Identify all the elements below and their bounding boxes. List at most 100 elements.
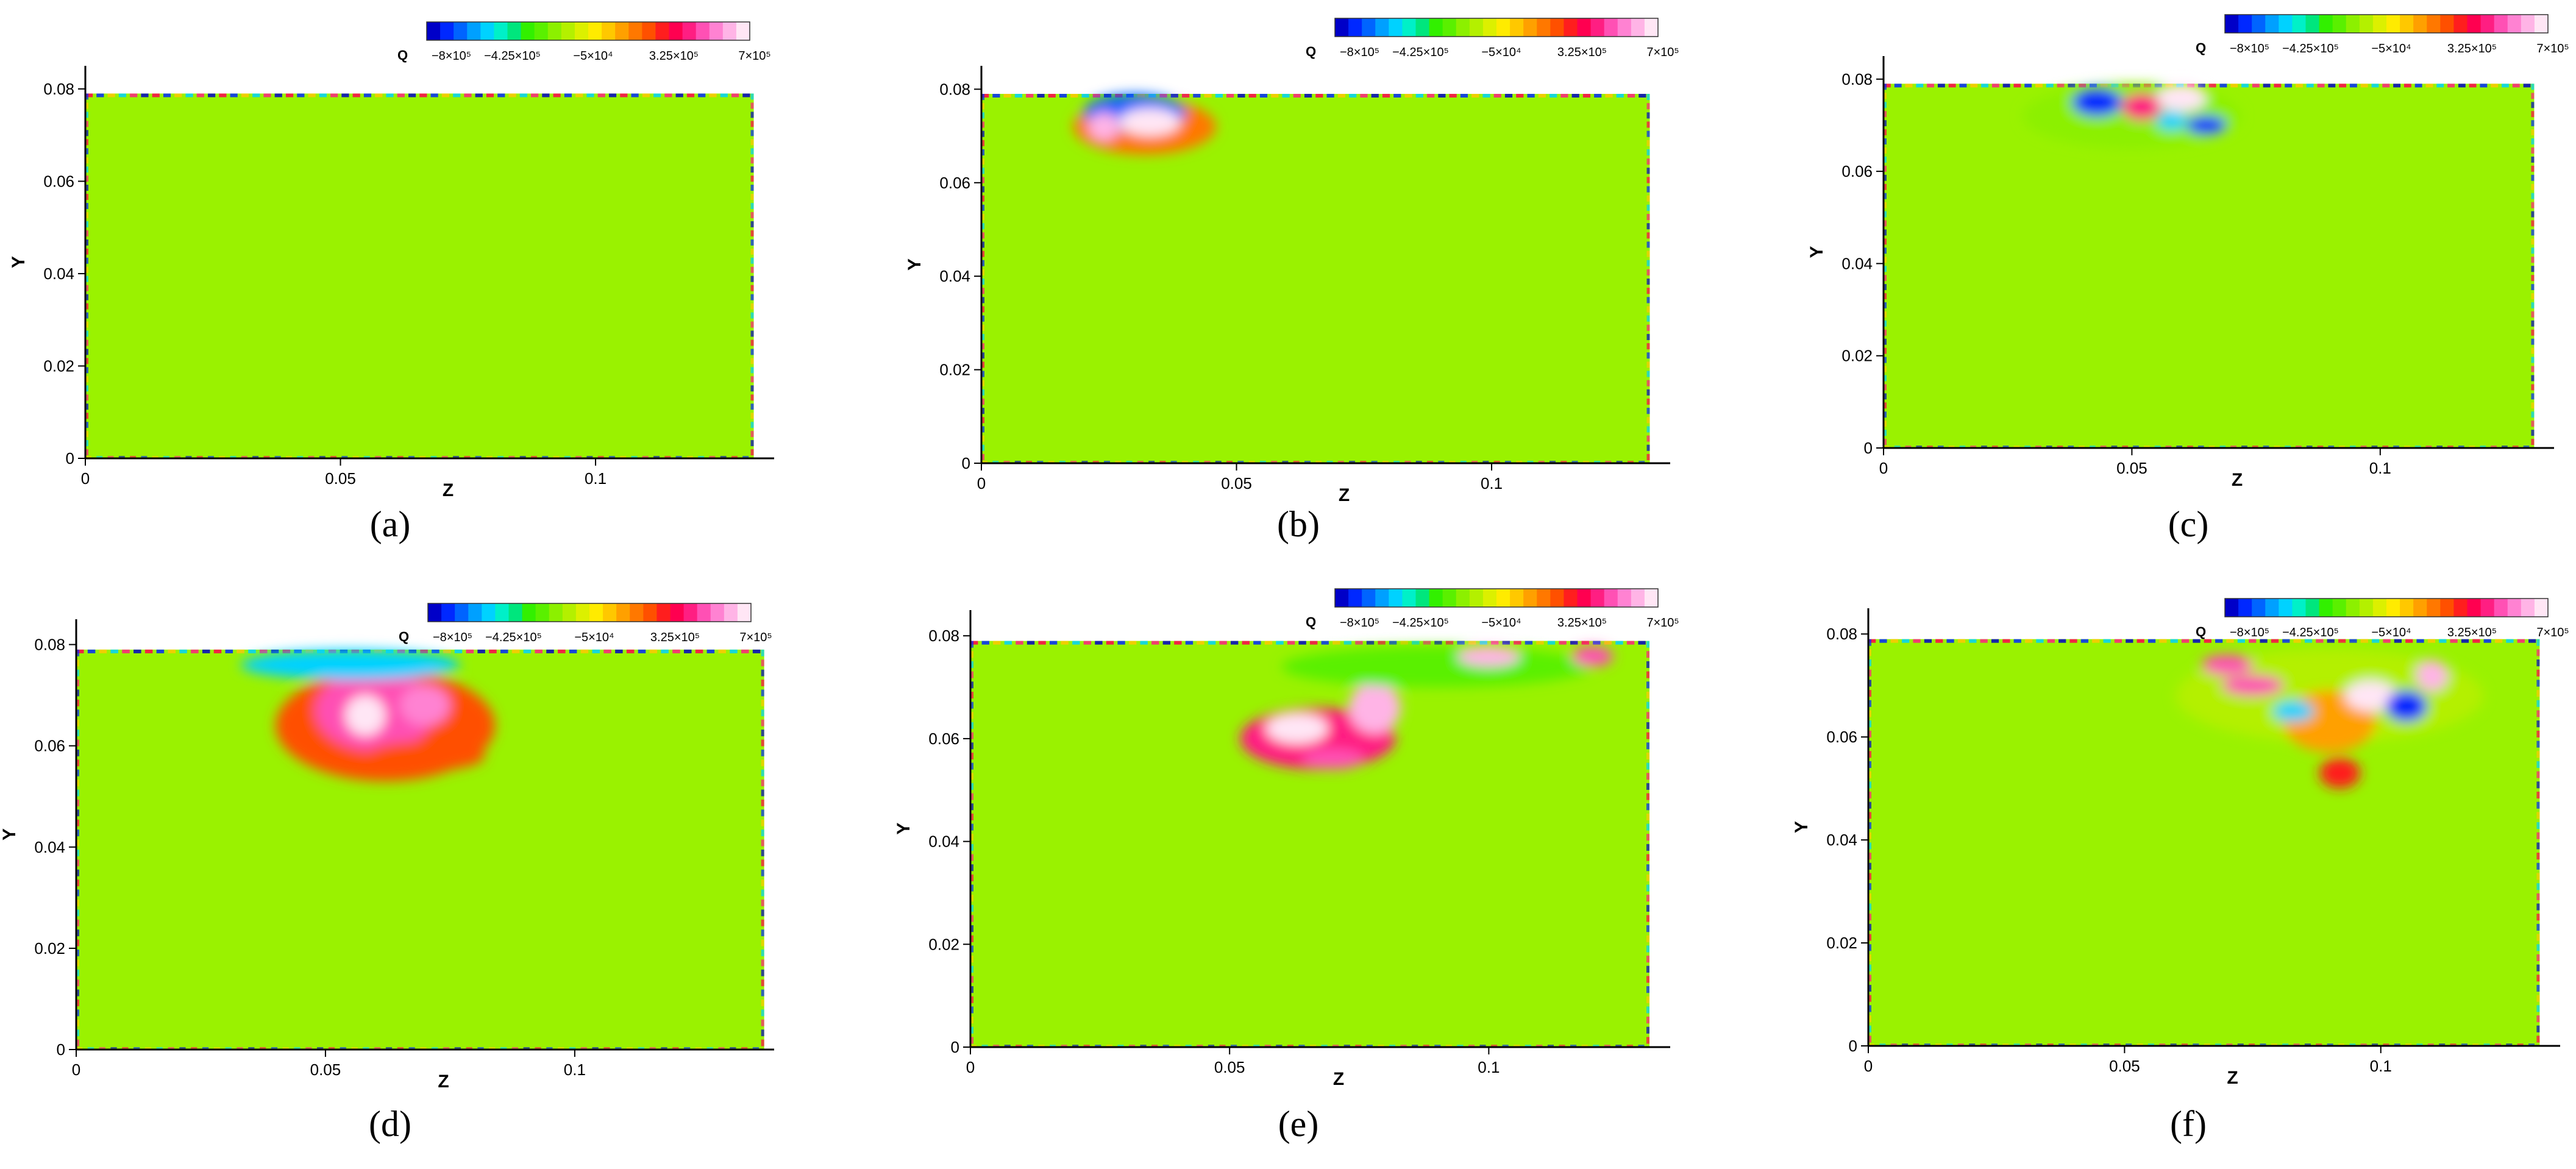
axes: 0 0.05 0.1 0 0.02 0.04 0.06 0.08 Z Y — [9, 66, 774, 500]
y-axis-label: Y — [905, 258, 925, 271]
y-axis-label: Y — [0, 828, 20, 840]
vortex-blob — [2201, 655, 2253, 675]
axes: 0 0.05 0.1 0 0.02 0.04 0.06 0.08 Z Y — [0, 619, 774, 1092]
contour-field — [981, 94, 1650, 463]
colorbar-tick-label: −4.25×10⁵ — [484, 49, 541, 63]
panel-e: 0 0.05 0.1 0 0.02 0.04 0.06 0.08 Z Y Q −8×10⁵ −4.25×… — [859, 583, 1719, 1166]
colorbar-tick-label: 3.25×10⁵ — [1557, 46, 1607, 59]
colorbar-tick-label: −4.25×10⁵ — [1392, 616, 1449, 630]
colorbar-swatch — [562, 603, 577, 622]
y-tick-label: 0.06 — [928, 730, 959, 748]
y-tick-label: 0 — [951, 1038, 959, 1056]
colorbar-swatch — [630, 603, 644, 622]
colorbar-swatch — [1537, 18, 1551, 37]
colorbar-swatch — [2440, 15, 2454, 33]
colorbar-swatch — [1335, 589, 1349, 607]
colorbar-swatch — [521, 22, 535, 40]
x-tick-label: 0 — [966, 1058, 975, 1076]
colorbar-swatch — [1604, 18, 1618, 37]
y-tick-label: 0.08 — [928, 627, 959, 645]
vortex-blob — [2386, 691, 2427, 722]
colorbar-swatch — [2305, 15, 2320, 33]
colorbar-swatch — [1456, 589, 1470, 607]
vortex-structures — [1240, 646, 1614, 770]
x-axis-label: Z — [2227, 1068, 2238, 1088]
colorbar-swatch — [2359, 15, 2374, 33]
y-tick-label: 0.06 — [34, 737, 65, 755]
colorbar-swatch — [482, 603, 496, 622]
y-tick-label: 0.04 — [1826, 831, 1857, 849]
x-tick-label: 0.1 — [1478, 1058, 1500, 1076]
colorbar-swatch — [2279, 599, 2293, 617]
colorbar-tick-label: 3.25×10⁵ — [2447, 42, 2497, 55]
vortex-blob — [2273, 701, 2314, 722]
colorbar-swatch — [736, 22, 750, 40]
colorbar-swatch — [1590, 589, 1605, 607]
colorbar: Q −8×10⁵ −4.25×10⁵ −5×10⁴ 3.25×10⁵ 7×10⁵ — [399, 603, 772, 644]
vortex-blob — [1281, 646, 1593, 688]
axes: 0 0.05 0.1 0 0.02 0.04 0.06 0.08 Z Y — [894, 610, 1670, 1089]
colorbar-swatch — [1456, 18, 1470, 37]
x-tick-label: 0 — [81, 469, 90, 488]
colorbar-swatch — [2494, 599, 2508, 617]
colorbar-swatch — [1564, 18, 1578, 37]
panel-f: 0 0.05 0.1 0 0.02 0.04 0.06 0.08 Z Y Q −8×10⁵ −4.25×… — [1719, 583, 2576, 1166]
contour-field — [1884, 84, 2535, 448]
y-tick-label: 0.04 — [43, 265, 74, 283]
colorbar-tick-label: −5×10⁴ — [573, 49, 613, 63]
x-tick-label: 0 — [977, 474, 986, 492]
colorbar-swatch — [2467, 15, 2482, 33]
x-tick-label: 0.05 — [1214, 1058, 1245, 1076]
colorbar-frame — [1334, 18, 1659, 37]
colorbar-swatch — [710, 603, 725, 622]
x-tick-label: 0.1 — [2369, 459, 2391, 477]
y-tick-label: 0.04 — [928, 833, 959, 851]
colorbar-swatch — [1442, 589, 1457, 607]
colorbar-tick-label: −4.25×10⁵ — [485, 631, 542, 644]
colorbar-swatch — [1617, 589, 1632, 607]
y-tick-label: 0 — [57, 1040, 65, 1059]
y-tick-label: 0.06 — [43, 172, 74, 190]
colorbar-swatch — [2534, 15, 2549, 33]
vortex-blob — [2344, 680, 2396, 711]
colorbar-swatch — [2507, 599, 2522, 617]
colorbar-swatch — [656, 603, 671, 622]
colorbar-swatch — [1617, 18, 1632, 37]
vortex-blob — [2319, 757, 2361, 789]
colorbar-swatch — [2332, 599, 2347, 617]
colorbar-swatch — [2319, 15, 2333, 33]
colorbar-tick-label: 7×10⁵ — [739, 631, 772, 644]
panel-c: 0 0.05 0.1 0 0.02 0.04 0.06 0.08 Z Y Q −8×10⁵ −4.25×… — [1719, 0, 2576, 583]
vortex-blob — [2157, 111, 2187, 130]
wall-edge-noise — [970, 641, 1649, 1047]
x-tick-label: 0.1 — [564, 1061, 586, 1079]
colorbar-tick-label: −4.25×10⁵ — [2282, 42, 2339, 55]
y-tick-label: 0 — [66, 449, 74, 467]
colorbar-tick-label: −8×10⁵ — [433, 631, 472, 644]
colorbar-tick-label: −5×10⁴ — [574, 631, 614, 644]
vortex-structures — [1073, 94, 1217, 155]
colorbar-swatch — [535, 603, 550, 622]
colorbar-swatch — [2413, 15, 2427, 33]
x-axis-label: Z — [2232, 470, 2243, 490]
colorbar-swatch — [1415, 18, 1430, 37]
contour-plot-a: 0 0.05 0.1 0 0.02 0.04 0.06 0.08 Z Y Q −8×10⁵ −4.25×… — [9, 21, 774, 544]
contour-plot-d: 0 0.05 0.1 0 0.02 0.04 0.06 0.08 Z Y Q −8×10⁵ −4.25×… — [0, 603, 774, 1144]
colorbar-swatch — [642, 22, 656, 40]
colorbar-swatch — [441, 603, 455, 622]
colorbar-swatch — [1482, 589, 1497, 607]
colorbar-swatch — [603, 603, 617, 622]
colorbar-swatch — [2332, 15, 2347, 33]
colorbar-swatch — [683, 603, 698, 622]
colorbar-swatch — [468, 603, 482, 622]
colorbar-swatch — [2238, 599, 2252, 617]
colorbar-swatch — [534, 22, 549, 40]
panel-label: (b) — [1277, 504, 1320, 544]
colorbar-swatch — [549, 603, 563, 622]
vortex-blob — [1265, 712, 1328, 744]
colorbar-swatch — [2480, 15, 2495, 33]
contour-field — [970, 641, 1649, 1047]
y-axis-label: Y — [9, 256, 29, 268]
colorbar-tick-label: −8×10⁵ — [432, 49, 471, 63]
wall-edge-noise — [76, 649, 764, 1050]
